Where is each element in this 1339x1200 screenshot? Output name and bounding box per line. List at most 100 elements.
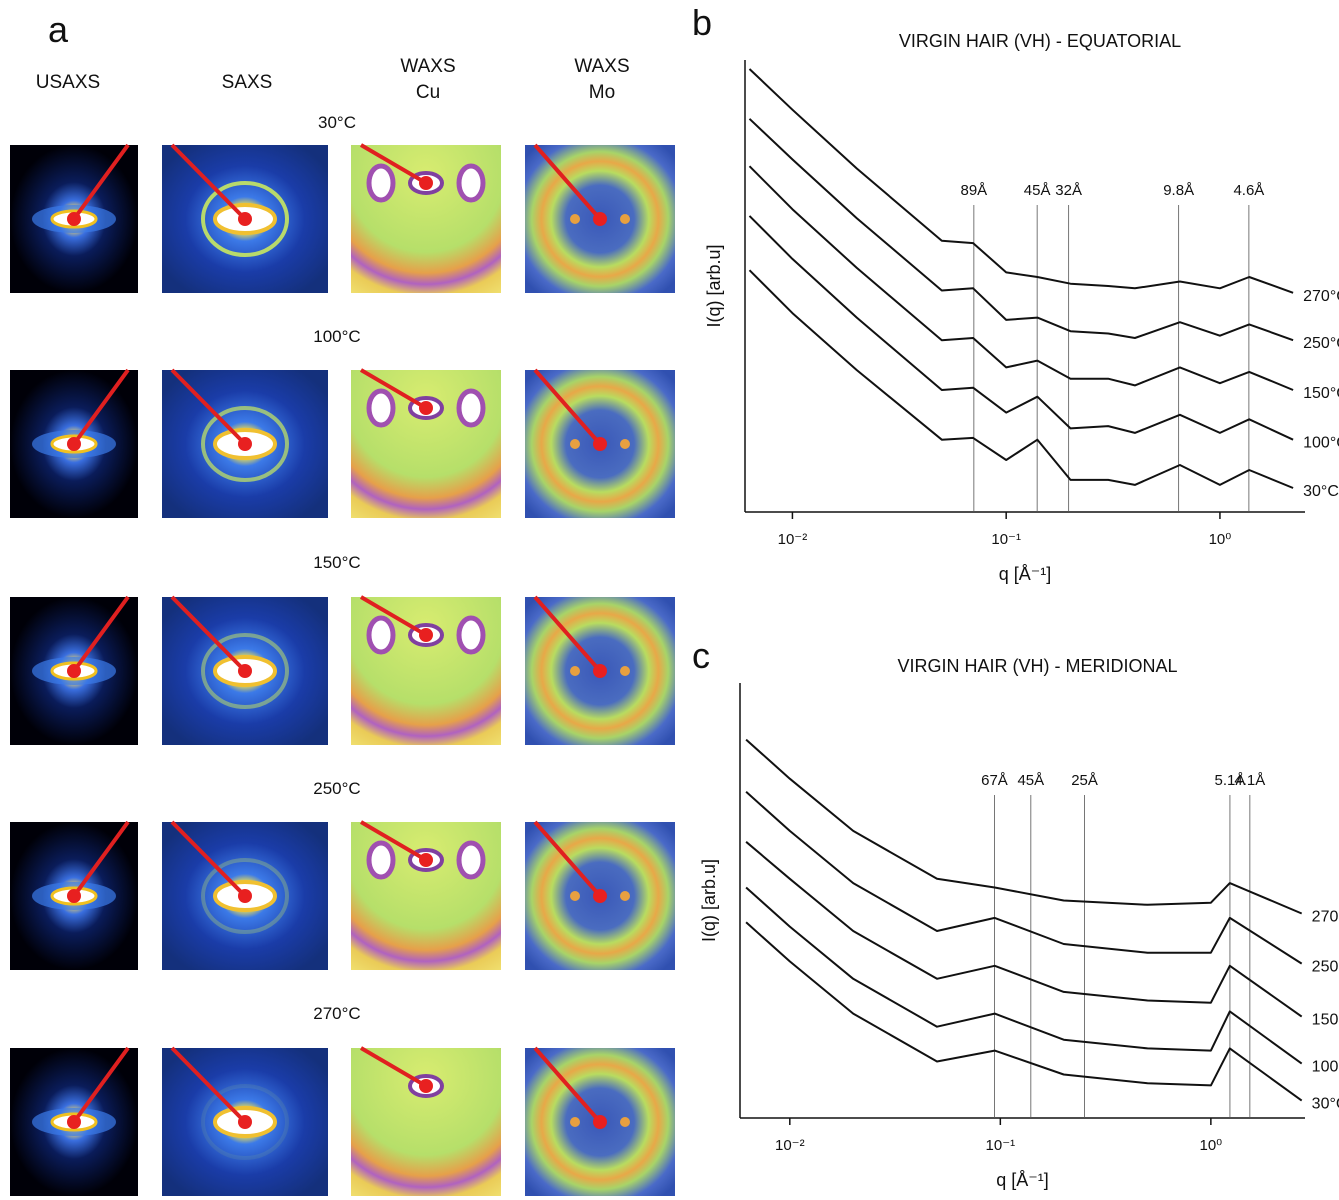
beamstop-arm [359, 595, 428, 637]
spot [570, 439, 580, 449]
ring [201, 633, 289, 709]
x-tick-label: 10⁰ [1200, 1137, 1223, 1154]
spacing-label: 4.6Å [1233, 182, 1264, 199]
pattern-image [525, 1046, 675, 1196]
beamstop [67, 1115, 81, 1129]
pattern-image [351, 1046, 501, 1196]
spot [620, 1117, 630, 1127]
column-header: WAXS [574, 56, 629, 77]
spacing-label: 45Å [1017, 772, 1044, 789]
reflection [456, 163, 486, 203]
spacing-label: 45Å [1024, 182, 1051, 199]
beamstop [67, 889, 81, 903]
legend-label: 30°C [1303, 483, 1339, 500]
panel-letter: a [48, 9, 69, 50]
pattern-image [162, 368, 328, 518]
x-tick-label: 10⁻¹ [986, 1137, 1016, 1154]
curve [748, 269, 1294, 489]
ring [201, 406, 289, 482]
legend-label: 150°C [1303, 385, 1339, 402]
beamstop [593, 437, 607, 451]
pattern-image [162, 1046, 328, 1196]
beamstop [593, 664, 607, 678]
beamstop [238, 1115, 252, 1129]
beamstop-arm [170, 820, 247, 898]
y-axis-label: I(q) [arb.u] [699, 859, 719, 942]
x-tick-label: 10⁰ [1209, 531, 1232, 548]
reflection [366, 840, 396, 880]
pattern-image [351, 820, 501, 970]
legend-label: 100°C [1303, 435, 1339, 452]
spacing-label: 67Å [981, 772, 1008, 789]
x-tick-label: 10⁻² [778, 531, 808, 548]
beamstop [593, 889, 607, 903]
column-header: WAXS [400, 56, 455, 77]
beamstop-arm [72, 143, 130, 221]
beamstop [419, 853, 433, 867]
spacing-label: 89Å [961, 182, 988, 199]
pattern-image [525, 368, 675, 518]
beamstop-arm [72, 368, 130, 446]
pattern-image [10, 143, 138, 293]
x-axis-label: q [Å⁻¹] [999, 564, 1052, 584]
temperature-label: 150°C [313, 553, 360, 572]
legend-label: 270°C [1312, 909, 1339, 926]
temperature-label: 270°C [313, 1004, 360, 1023]
spacing-label: 25Å [1071, 772, 1098, 789]
column-header: Mo [589, 82, 615, 103]
pattern-image [10, 1046, 138, 1196]
reflection [456, 615, 486, 655]
reflection [456, 388, 486, 428]
beamstop-arm [359, 368, 428, 410]
legend-label: 30°C [1312, 1096, 1339, 1113]
reflection [366, 615, 396, 655]
beamstop [67, 437, 81, 451]
curve [748, 118, 1294, 342]
temperature-label: 100°C [313, 327, 360, 346]
chart-title: VIRGIN HAIR (VH) - MERIDIONAL [897, 656, 1177, 676]
pattern-image [351, 368, 501, 518]
x-tick-label: 10⁻¹ [991, 531, 1021, 548]
legend-label: 250°C [1312, 959, 1339, 976]
beamstop [419, 1079, 433, 1093]
beamstop-arm [72, 595, 130, 673]
column-header: SAXS [222, 72, 273, 93]
ring [201, 1084, 289, 1160]
pattern-image [525, 820, 675, 970]
spot [570, 214, 580, 224]
reflection [366, 388, 396, 428]
beamstop-arm [170, 143, 247, 221]
ring [201, 858, 289, 934]
spot [620, 666, 630, 676]
beamstop [419, 401, 433, 415]
spot [570, 666, 580, 676]
beamstop-arm [533, 368, 602, 446]
curve [748, 165, 1294, 391]
curve [745, 886, 1303, 1065]
spot [620, 891, 630, 901]
legend-label: 150°C [1312, 1012, 1339, 1029]
y-axis-label: I(q) [arb.u] [704, 244, 724, 327]
spacing-label: 32Å [1055, 182, 1082, 199]
spacing-label: 5.1Å [1215, 772, 1246, 789]
beamstop [67, 664, 81, 678]
beamstop [419, 176, 433, 190]
legend-label: 250°C [1303, 335, 1339, 352]
beamstop [238, 437, 252, 451]
temperature-label: 250°C [313, 779, 360, 798]
beamstop-arm [170, 368, 247, 446]
curve [745, 738, 1303, 915]
pattern-image [525, 595, 675, 745]
pattern-image [162, 595, 328, 745]
x-axis-label: q [Å⁻¹] [996, 1170, 1049, 1190]
beamstop [67, 212, 81, 226]
spot [620, 439, 630, 449]
curve [745, 921, 1303, 1102]
beamstop [593, 212, 607, 226]
beamstop-arm [533, 143, 602, 221]
beamstop-arm [533, 595, 602, 673]
spot [620, 214, 630, 224]
beamstop-arm [533, 1046, 602, 1124]
curve [745, 791, 1303, 965]
beamstop-arm [359, 1046, 428, 1088]
